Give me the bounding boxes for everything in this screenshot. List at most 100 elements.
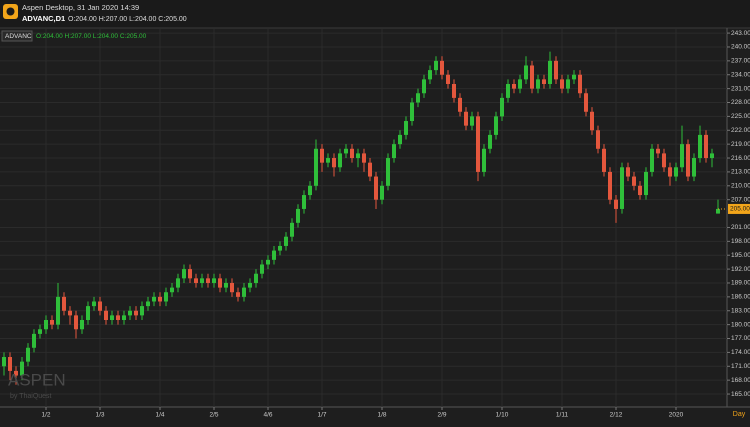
x-tick-label: 2/9 xyxy=(437,412,446,419)
candle-body xyxy=(482,148,486,172)
candle-body xyxy=(38,329,42,334)
candle-body xyxy=(626,167,630,177)
candle-body xyxy=(290,222,294,237)
last-price-label: 205.00 xyxy=(730,206,750,213)
candle-body xyxy=(422,79,426,94)
watermark-by: by ThaiQuest xyxy=(10,393,52,400)
candle-body xyxy=(164,292,168,302)
y-tick-label: 171.00 xyxy=(731,363,750,370)
candle-body xyxy=(248,282,252,288)
y-tick-label: 186.00 xyxy=(731,294,750,301)
ohlc-line: O:204.00 H:207.00 L:204.00 C:205.00 xyxy=(68,16,187,23)
x-tick-label: 2/5 xyxy=(209,412,218,419)
candle-body xyxy=(272,250,276,260)
top-bar xyxy=(0,0,750,28)
y-tick-label: 195.00 xyxy=(731,252,750,259)
candle-body xyxy=(26,347,30,362)
candle-body xyxy=(332,158,336,168)
candle-body xyxy=(404,121,408,135)
x-tick-label: 1/10 xyxy=(496,412,509,419)
candle-body xyxy=(224,282,228,288)
y-tick-label: 189.00 xyxy=(731,280,750,287)
candle-body xyxy=(350,148,354,159)
candle-body xyxy=(428,70,432,80)
candle-body xyxy=(206,278,210,283)
candle-body xyxy=(314,148,318,186)
candle-body xyxy=(296,208,300,223)
candle-body xyxy=(122,315,126,321)
y-tick-label: 225.00 xyxy=(731,113,750,120)
candle-body xyxy=(434,60,438,71)
candle-body xyxy=(662,153,666,168)
candle-body xyxy=(338,153,342,168)
grid xyxy=(0,28,727,407)
candle-body xyxy=(656,148,660,154)
candle-body xyxy=(104,310,108,321)
y-tick-label: 201.00 xyxy=(731,224,750,231)
candle-body xyxy=(20,361,24,376)
y-tick-label: 222.00 xyxy=(731,127,750,134)
candle-body xyxy=(596,130,600,149)
candle-body xyxy=(638,185,642,196)
candle-body xyxy=(446,74,450,84)
candle-body xyxy=(674,167,678,177)
candles xyxy=(2,51,720,385)
candle-body xyxy=(128,310,132,316)
legend-box xyxy=(1,30,33,42)
candle-body xyxy=(170,287,174,293)
candle-body xyxy=(110,315,114,321)
y-tick-label: 219.00 xyxy=(731,141,750,148)
candle-body xyxy=(218,278,222,288)
y-tick-label: 207.00 xyxy=(731,196,750,203)
candle-body xyxy=(494,116,498,135)
candle-body xyxy=(572,74,576,80)
candle-body xyxy=(254,273,258,283)
y-tick-label: 228.00 xyxy=(731,99,750,106)
y-tick-label: 237.00 xyxy=(731,58,750,65)
y-tick-label: 216.00 xyxy=(731,155,750,162)
candle-body xyxy=(92,301,96,307)
x-tick-label: 1/11 xyxy=(556,412,569,419)
y-tick-label: 231.00 xyxy=(731,85,750,92)
candle-body xyxy=(242,287,246,297)
candle-body xyxy=(188,269,192,279)
candle-body xyxy=(326,158,330,163)
candle-body xyxy=(260,264,264,274)
legend-ohlc: O:204.00 H:207.00 L:204.00 C:205.00 xyxy=(36,33,147,40)
candle-body xyxy=(374,176,378,200)
x-tick-label: 1/8 xyxy=(377,412,386,419)
candle-body xyxy=(266,259,270,265)
candle-body xyxy=(80,320,84,330)
symbol-line: ADVANC,D1 xyxy=(22,14,65,23)
candle-body xyxy=(44,320,48,330)
y-tick-label: 210.00 xyxy=(731,183,750,190)
candle-body xyxy=(710,153,714,159)
x-axis-label: Day xyxy=(733,411,746,418)
candle-body xyxy=(488,134,492,149)
candle-body xyxy=(716,208,720,214)
candle-body xyxy=(650,148,654,172)
candle-body xyxy=(614,199,618,209)
x-tick-label: 2020 xyxy=(669,412,684,419)
candle-body xyxy=(524,65,528,80)
candle-body xyxy=(692,158,696,177)
candle-body xyxy=(134,310,138,316)
candle-body xyxy=(398,134,402,145)
candle-body xyxy=(452,83,456,98)
candle-body xyxy=(698,134,702,159)
y-tick-label: 177.00 xyxy=(731,335,750,342)
candle-body xyxy=(440,60,444,75)
y-tick-label: 213.00 xyxy=(731,169,750,176)
candle-body xyxy=(362,153,366,163)
x-tick-label: 4/6 xyxy=(263,412,272,419)
candle-body xyxy=(458,97,462,112)
y-tick-label: 180.00 xyxy=(731,321,750,328)
candle-body xyxy=(86,306,90,321)
candle-body xyxy=(548,60,552,84)
candle-body xyxy=(74,315,78,330)
candle-body xyxy=(284,236,288,246)
candle-body xyxy=(230,282,234,293)
candle-body xyxy=(176,278,180,288)
y-tick-label: 183.00 xyxy=(731,307,750,314)
